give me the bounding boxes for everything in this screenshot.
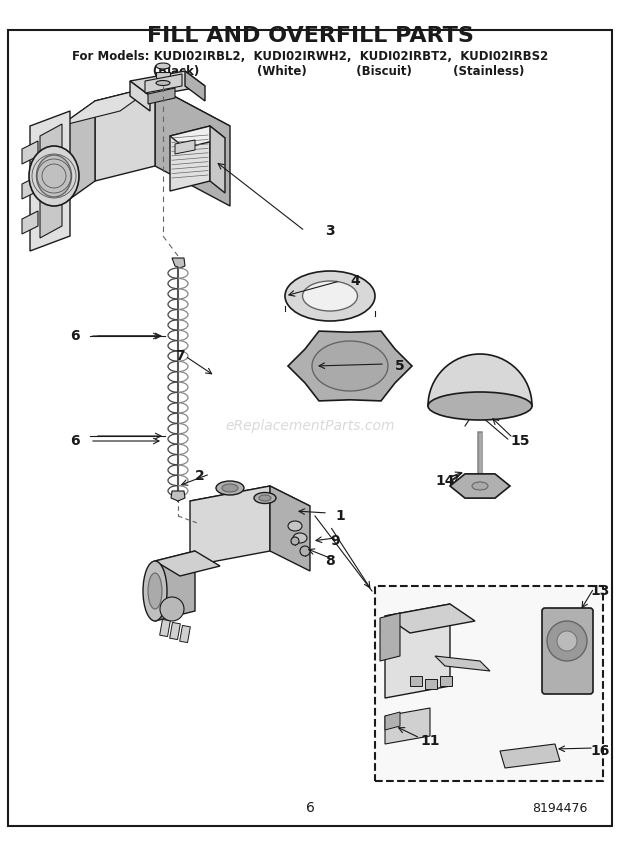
Text: 2: 2	[195, 469, 205, 483]
Wedge shape	[428, 354, 532, 406]
Polygon shape	[385, 604, 450, 698]
Text: 5: 5	[395, 359, 405, 373]
Polygon shape	[130, 81, 150, 111]
Ellipse shape	[156, 63, 170, 69]
Polygon shape	[385, 712, 400, 730]
Polygon shape	[312, 341, 388, 391]
Polygon shape	[155, 86, 230, 206]
Polygon shape	[148, 88, 175, 104]
Ellipse shape	[303, 281, 358, 311]
Text: 13: 13	[590, 584, 609, 598]
Polygon shape	[170, 126, 210, 191]
Ellipse shape	[222, 484, 238, 492]
Ellipse shape	[148, 573, 162, 609]
Bar	[410, 676, 422, 686]
Ellipse shape	[216, 481, 244, 495]
Polygon shape	[385, 604, 475, 633]
Text: For Models: KUDI02IRBL2,  KUDI02IRWH2,  KUDI02IRBT2,  KUDI02IRBS2: For Models: KUDI02IRBL2, KUDI02IRWH2, KU…	[72, 50, 548, 62]
Polygon shape	[60, 101, 95, 206]
Bar	[160, 620, 171, 637]
Text: 4: 4	[350, 274, 360, 288]
Ellipse shape	[37, 155, 71, 197]
Polygon shape	[22, 176, 38, 199]
Polygon shape	[156, 72, 170, 83]
Text: 8: 8	[325, 554, 335, 568]
Text: (Black)              (White)            (Biscuit)          (Stainless): (Black) (White) (Biscuit) (Stainless)	[95, 64, 525, 78]
Text: 3: 3	[325, 224, 335, 238]
Polygon shape	[22, 211, 38, 234]
Text: 6: 6	[70, 329, 80, 343]
Polygon shape	[172, 258, 185, 268]
Polygon shape	[155, 551, 195, 621]
Ellipse shape	[472, 482, 488, 490]
Text: 6: 6	[70, 434, 80, 448]
Circle shape	[300, 546, 310, 556]
Text: 7: 7	[175, 349, 185, 363]
Polygon shape	[145, 74, 182, 93]
Polygon shape	[170, 126, 225, 148]
Ellipse shape	[254, 492, 276, 503]
Ellipse shape	[288, 521, 302, 531]
Bar	[425, 679, 437, 689]
Text: eReplacementParts.com: eReplacementParts.com	[225, 419, 395, 433]
Ellipse shape	[156, 80, 170, 86]
Ellipse shape	[143, 561, 167, 621]
Ellipse shape	[29, 146, 79, 206]
Polygon shape	[130, 71, 205, 96]
Polygon shape	[185, 71, 205, 101]
Text: 14: 14	[435, 474, 454, 488]
Bar	[375, 586, 603, 781]
Circle shape	[291, 537, 299, 545]
Text: 16: 16	[590, 744, 609, 758]
Polygon shape	[40, 124, 62, 238]
Polygon shape	[450, 474, 510, 498]
Bar	[440, 676, 452, 686]
Text: FILL AND OVERFILL PARTS: FILL AND OVERFILL PARTS	[146, 26, 474, 46]
Polygon shape	[175, 140, 195, 154]
Ellipse shape	[259, 495, 271, 501]
Circle shape	[160, 597, 184, 621]
Polygon shape	[22, 141, 38, 164]
FancyBboxPatch shape	[542, 608, 593, 694]
Polygon shape	[435, 656, 490, 671]
Text: 9: 9	[330, 534, 340, 548]
Text: 6: 6	[306, 801, 314, 815]
Bar	[170, 622, 180, 639]
Polygon shape	[270, 486, 310, 571]
Polygon shape	[171, 491, 185, 501]
Polygon shape	[30, 111, 70, 251]
Polygon shape	[500, 744, 560, 768]
Polygon shape	[190, 486, 270, 566]
Ellipse shape	[428, 392, 532, 420]
Text: 15: 15	[510, 434, 529, 448]
Ellipse shape	[293, 533, 307, 543]
Polygon shape	[60, 86, 155, 126]
Polygon shape	[95, 86, 230, 141]
Polygon shape	[155, 551, 220, 576]
Polygon shape	[385, 708, 430, 744]
Text: 8194476: 8194476	[533, 801, 588, 815]
Polygon shape	[210, 126, 225, 193]
Bar	[180, 626, 190, 643]
Polygon shape	[190, 486, 310, 521]
Circle shape	[547, 621, 587, 661]
Polygon shape	[288, 331, 412, 401]
Text: 1: 1	[335, 509, 345, 523]
Polygon shape	[380, 613, 400, 661]
Ellipse shape	[285, 271, 375, 321]
Polygon shape	[95, 86, 155, 181]
Text: 11: 11	[420, 734, 440, 748]
Circle shape	[557, 631, 577, 651]
